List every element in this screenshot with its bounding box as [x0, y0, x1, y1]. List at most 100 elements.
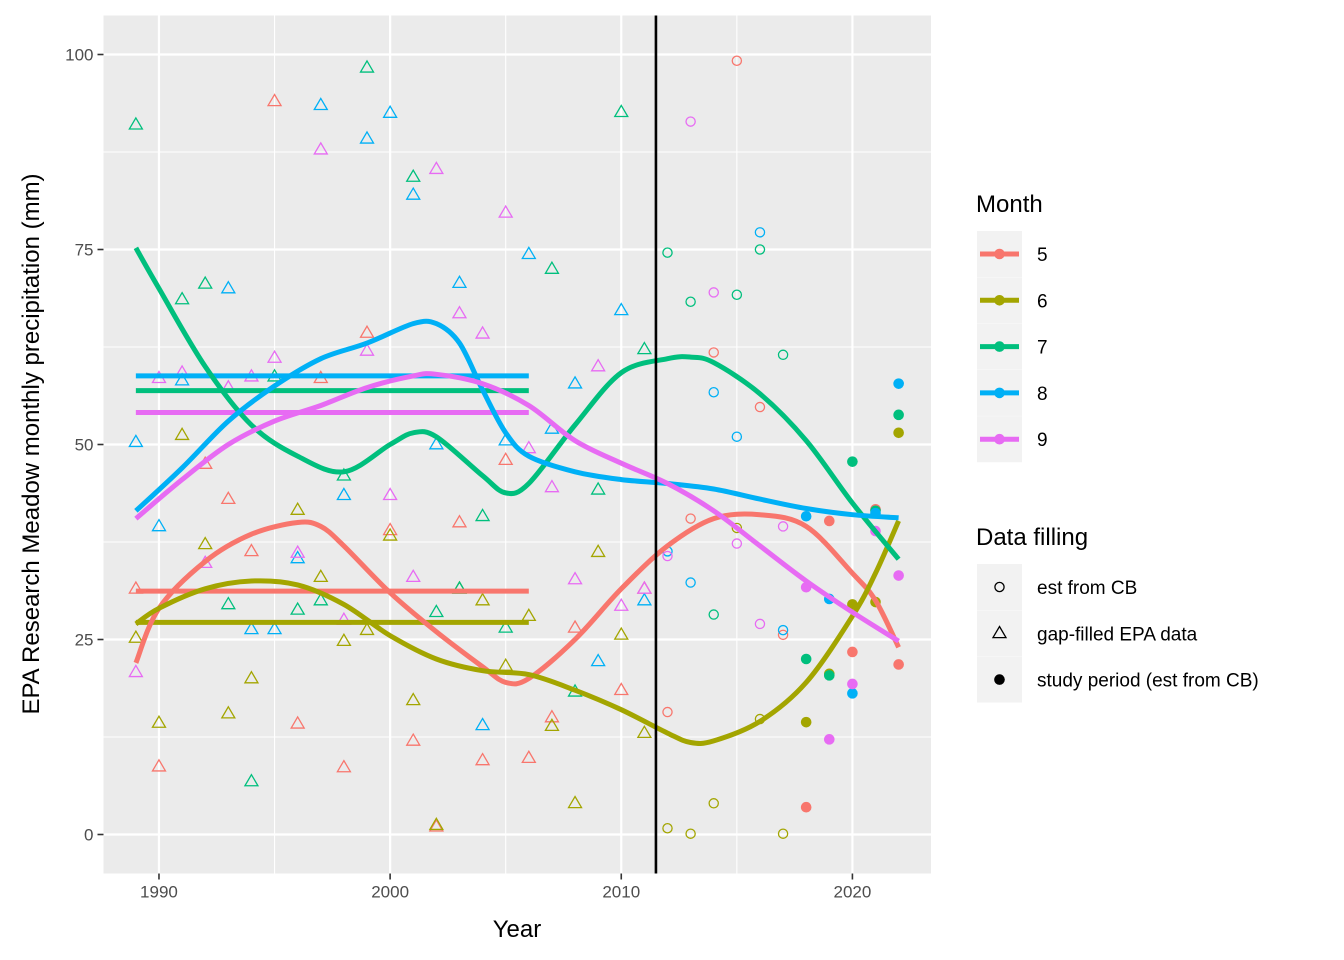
legend-key-point-9 — [994, 433, 1005, 445]
month-legend-label: 6 — [1037, 291, 1048, 312]
data-point-month-8 — [754, 227, 766, 238]
data-point-month-6 — [290, 501, 306, 515]
data-point-month-5 — [754, 401, 766, 413]
data-point-month-8 — [428, 436, 444, 450]
data-point-month-6 — [800, 716, 812, 728]
data-point-month-7 — [685, 296, 696, 308]
trend-line-month-9 — [134, 371, 900, 644]
data-point-month-6 — [128, 629, 144, 643]
data-point-month-9 — [590, 358, 606, 372]
data-point-month-6 — [336, 632, 352, 647]
data-point-month-9 — [405, 569, 421, 583]
data-point-month-9 — [708, 287, 719, 298]
month-legend: Month 5 6 7 8 9 — [976, 191, 1048, 463]
data-point-month-7 — [754, 244, 766, 255]
legend-key-point-5 — [994, 248, 1005, 260]
data-point-month-6 — [474, 592, 491, 606]
data-point-month-7 — [662, 247, 673, 258]
data-point-month-5 — [151, 758, 167, 772]
x-tick-label: 1990 — [140, 883, 178, 902]
data-point-month-7 — [847, 456, 858, 467]
x-tick-label: 2020 — [833, 883, 871, 902]
x-axis: 1990 2000 2010 2020 — [140, 873, 871, 902]
data-point-month-7 — [613, 104, 629, 118]
data-point-month-6 — [382, 527, 398, 541]
month-legend-label: 7 — [1037, 338, 1048, 359]
month-legend-title: Month — [976, 191, 1043, 218]
data-point-month-7 — [474, 508, 491, 522]
data-point-month-5 — [382, 522, 398, 536]
x-tick-label: 2010 — [602, 883, 640, 902]
data-point-month-5 — [336, 759, 352, 773]
data-point-month-8 — [731, 431, 743, 442]
data-point-month-9 — [544, 479, 560, 493]
data-point-month-8 — [474, 717, 491, 731]
data-point-month-6 — [893, 427, 904, 439]
data-point-month-5 — [685, 513, 696, 524]
data-point-month-8 — [590, 653, 606, 667]
data-point-month-8 — [405, 186, 421, 200]
data-point-month-7 — [428, 604, 444, 618]
data-point-month-9 — [847, 678, 858, 690]
data-point-month-8 — [613, 302, 629, 316]
x-axis-title: Year — [493, 916, 542, 943]
data-point-month-8 — [359, 130, 375, 144]
data-point-month-5 — [474, 752, 491, 766]
legend-key-point-8 — [994, 387, 1005, 399]
data-point-month-9 — [731, 538, 743, 549]
data-point-month-6 — [708, 798, 719, 809]
data-point-month-5 — [662, 706, 673, 718]
data-point-month-6 — [731, 522, 743, 534]
month-legend-label: 5 — [1037, 245, 1048, 266]
data-point-month-7 — [544, 260, 560, 274]
data-point-month-9 — [662, 550, 673, 562]
data-point-month-8 — [313, 97, 329, 111]
data-point-month-5 — [777, 629, 789, 641]
data-point-month-9 — [451, 305, 468, 319]
data-point-month-9 — [893, 570, 904, 581]
data-point-month-7 — [128, 116, 144, 130]
trend-line-month-6 — [134, 519, 901, 746]
data-point-month-8 — [382, 104, 398, 118]
data-point-month-6 — [428, 817, 444, 831]
data-point-month-6 — [685, 828, 696, 839]
data-point-month-9 — [754, 618, 766, 630]
data-point-month-5 — [290, 715, 306, 729]
data-filling-legend-label: study period (est from CB) — [1037, 671, 1259, 692]
data-filling-legend: Data filling est from CB gap-filled EPA d… — [976, 524, 1259, 703]
data-point-month-9 — [474, 325, 491, 339]
data-point-month-8 — [800, 510, 812, 522]
data-point-month-7 — [359, 59, 375, 73]
data-point-month-5 — [220, 491, 236, 505]
trend-line-month-5 — [133, 511, 901, 687]
data-point-month-8 — [708, 386, 719, 398]
data-point-month-9 — [567, 571, 583, 585]
data-point-month-6 — [313, 569, 329, 583]
data-point-month-7 — [405, 168, 421, 182]
data-point-month-6 — [197, 536, 213, 550]
data-point-month-7 — [777, 349, 789, 361]
trend-lines — [133, 246, 901, 746]
legend-key-point-7 — [994, 341, 1005, 352]
data-point-month-5 — [893, 659, 904, 670]
data-point-month-8 — [151, 518, 167, 532]
y-tick-label: 25 — [75, 631, 94, 650]
data-point-month-5 — [544, 709, 560, 723]
data-point-month-5 — [128, 580, 144, 594]
data-point-month-5 — [266, 93, 283, 107]
data-filling-legend-title: Data filling — [976, 524, 1088, 551]
y-tick-label: 100 — [65, 46, 93, 65]
data-point-month-5 — [428, 818, 444, 832]
data-point-month-7 — [313, 592, 329, 606]
data-point-month-7 — [197, 275, 213, 289]
data-point-month-9 — [498, 204, 514, 218]
month-legend-label: 8 — [1037, 384, 1048, 405]
data-point-month-8 — [336, 487, 352, 501]
data-point-month-6 — [151, 714, 167, 728]
data-point-month-8 — [521, 246, 537, 260]
data-point-month-5 — [800, 801, 812, 813]
data-point-month-8 — [266, 621, 283, 635]
data-point-month-7 — [893, 409, 904, 421]
data-point-month-9 — [428, 161, 444, 175]
